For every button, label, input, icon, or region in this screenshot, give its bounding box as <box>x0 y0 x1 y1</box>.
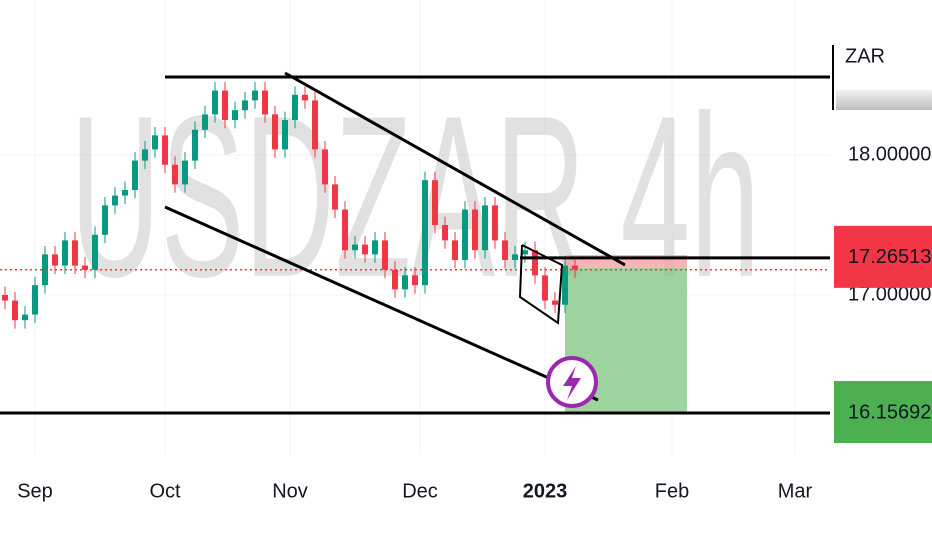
candle-body <box>342 209 348 251</box>
candle-body <box>382 240 388 270</box>
scale-bar <box>836 90 932 110</box>
candle-body <box>372 240 378 255</box>
candle-body <box>272 114 278 150</box>
candle-body <box>262 90 268 115</box>
price-marker-box <box>834 381 932 444</box>
candle-body <box>302 94 308 101</box>
x-tick-label: Feb <box>655 480 689 502</box>
candle-body <box>222 90 228 120</box>
candle-body <box>482 205 488 251</box>
candle-body <box>142 149 148 161</box>
price-marker-box <box>834 225 932 288</box>
candle-body <box>462 209 468 260</box>
candle-body <box>572 265 578 270</box>
candle-body <box>532 250 538 276</box>
candle-body <box>132 160 138 190</box>
candle-body <box>282 119 288 150</box>
candle-body <box>442 224 448 241</box>
alert-bolt <box>563 366 581 400</box>
x-tick-label: Mar <box>778 480 813 502</box>
candle-body <box>192 129 198 161</box>
candle-body <box>512 254 518 260</box>
candle-body <box>62 240 68 266</box>
candle-body <box>352 244 358 251</box>
candle-body <box>402 275 408 290</box>
lower-trendline <box>164 205 599 402</box>
candle-body <box>332 184 338 210</box>
candle-body <box>82 265 88 270</box>
x-tick-label: 2023 <box>523 480 568 502</box>
candle-body <box>152 135 158 150</box>
candle-body <box>122 189 128 196</box>
candle-body <box>252 90 258 101</box>
candle-body <box>72 240 78 266</box>
candle-body <box>172 164 178 185</box>
x-tick-label: Sep <box>17 480 53 502</box>
candle-body <box>2 294 8 301</box>
candle-body <box>562 265 568 305</box>
candle-body <box>212 90 218 115</box>
candle-body <box>232 110 238 120</box>
candle-body <box>502 240 508 260</box>
upper-trendline <box>284 71 626 267</box>
y-tick-label: 17.00000 <box>848 283 931 305</box>
candle-body <box>552 300 558 305</box>
x-tick-label: Dec <box>402 480 438 502</box>
candle-body <box>392 269 398 290</box>
candle-body <box>492 205 498 241</box>
candle-body <box>102 205 108 235</box>
price-marker-label: 16.15692 <box>848 401 931 423</box>
candle-body <box>32 285 38 315</box>
x-tick-label: Nov <box>272 480 308 502</box>
currency-label: ZAR <box>845 45 885 67</box>
candle-body <box>472 209 478 251</box>
candle-body <box>52 254 58 266</box>
candle-body <box>202 114 208 130</box>
candle-body <box>12 300 18 321</box>
price-marker-label: 17.26513 <box>848 246 931 268</box>
candle-body <box>412 275 418 286</box>
candle-body <box>312 100 318 150</box>
candle-body <box>322 149 328 185</box>
candle-body <box>242 100 248 111</box>
candle-body <box>522 250 528 255</box>
candle-body <box>92 234 98 270</box>
candle-body <box>432 180 438 225</box>
candle-body <box>182 160 188 185</box>
candle-body <box>452 240 458 260</box>
candle-body <box>162 135 168 165</box>
candle-body <box>22 314 28 321</box>
candle-body <box>292 94 298 120</box>
y-tick-label: 18.00000 <box>848 143 931 165</box>
x-tick-label: Oct <box>149 480 181 502</box>
candle-body <box>362 244 368 255</box>
candle-body <box>112 195 118 206</box>
candle-body <box>542 275 548 301</box>
candle-body <box>422 180 428 286</box>
